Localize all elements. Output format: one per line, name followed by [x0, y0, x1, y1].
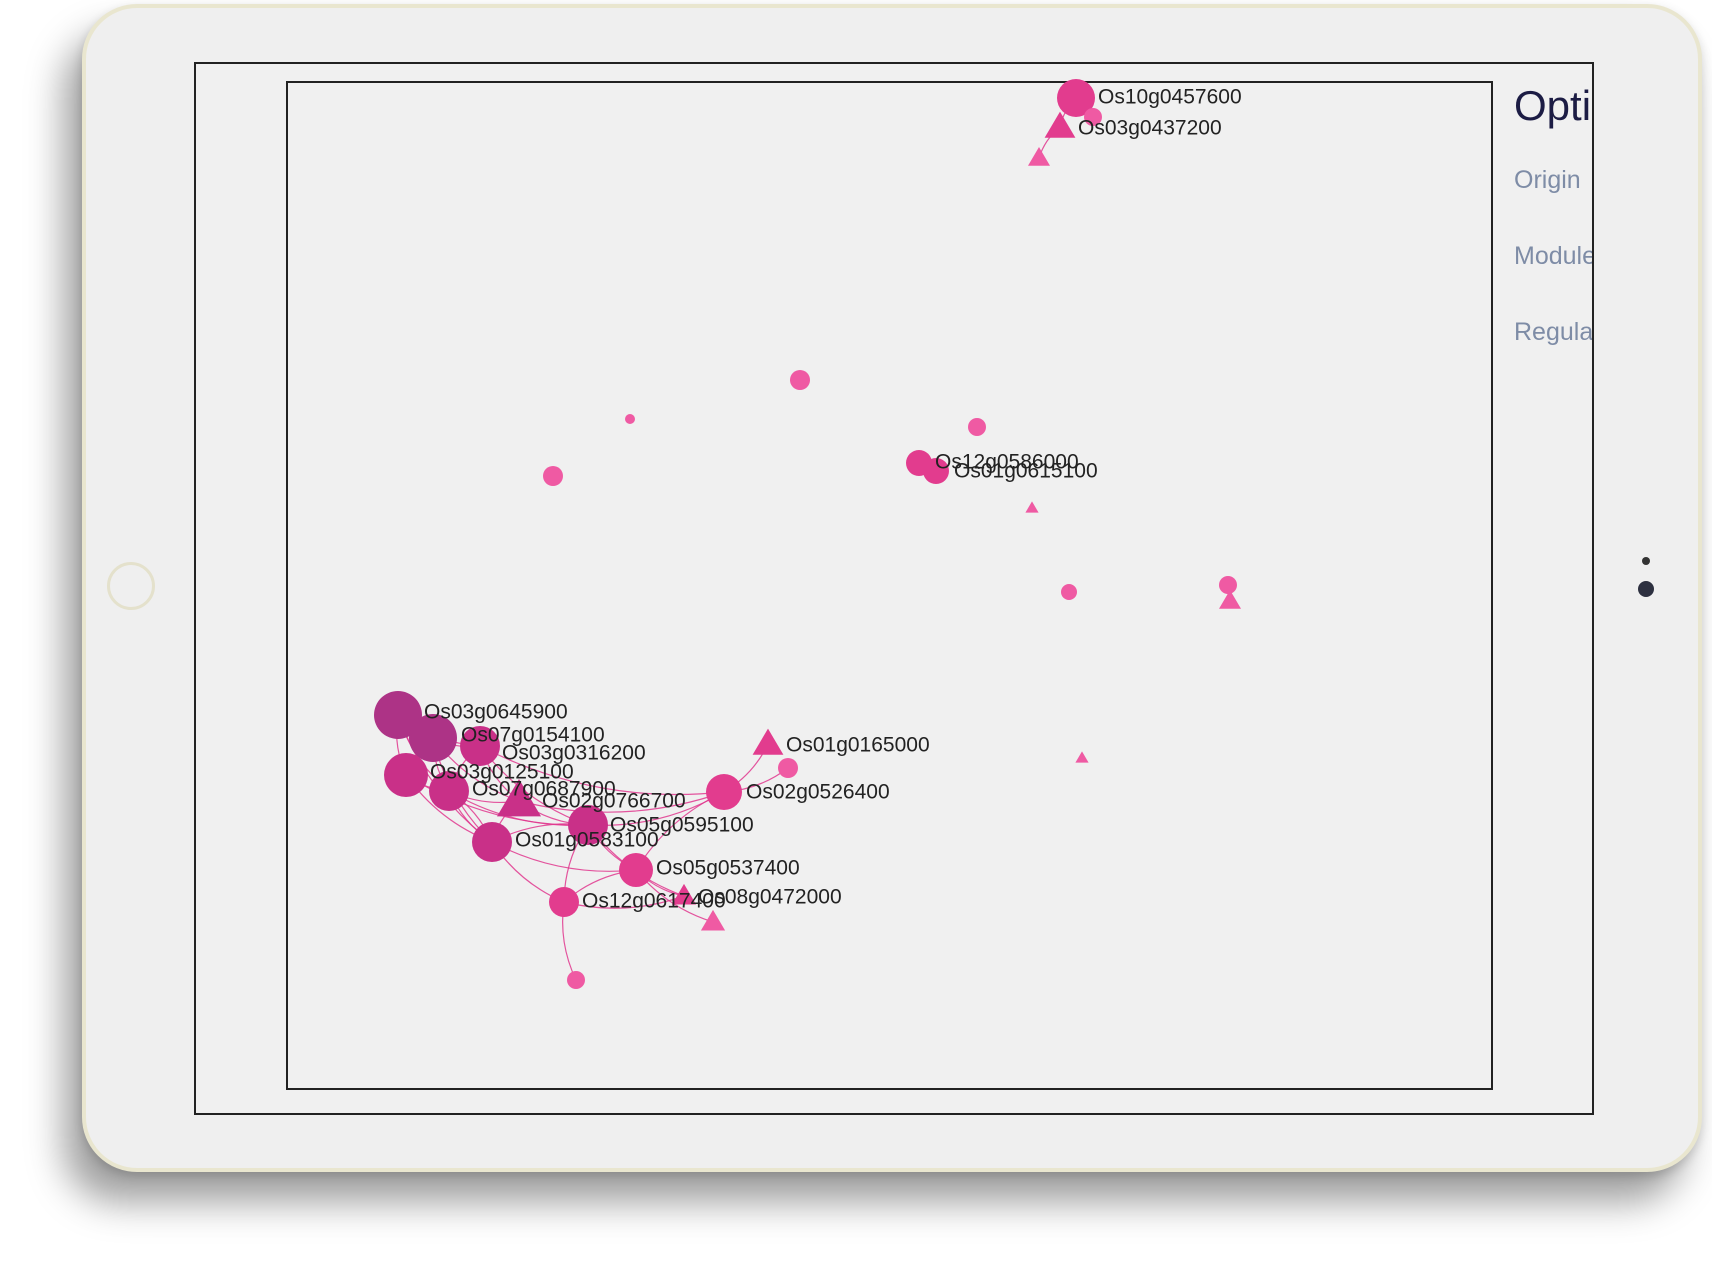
node-n11[interactable] [778, 758, 798, 778]
node-n20[interactable] [1028, 147, 1050, 166]
node-n15[interactable] [700, 909, 726, 931]
node-os03g0316200[interactable] [460, 726, 500, 766]
node-n26[interactable] [625, 414, 635, 424]
node-os03g0645900[interactable] [374, 691, 422, 739]
network-viewport[interactable] [286, 81, 1493, 1090]
node-n23[interactable] [968, 418, 986, 436]
node-n28[interactable] [1061, 584, 1077, 600]
camera-dot [1638, 581, 1654, 597]
node-label-os07g0687900: Os07g0687900 [472, 778, 616, 801]
node-os03g0125100[interactable] [384, 753, 428, 797]
node-n29[interactable] [1219, 576, 1237, 594]
node-os05g0595100[interactable] [568, 805, 608, 845]
node-os01g0615100[interactable] [923, 458, 949, 484]
option-regula[interactable]: Regula [1514, 318, 1594, 346]
node-label-os01g0583100: Os01g0583100 [515, 829, 659, 852]
node-os05g0537400[interactable] [619, 853, 653, 887]
node-os07g0154100[interactable] [409, 714, 457, 762]
node-label-os10g0457600: Os10g0457600 [1098, 86, 1242, 109]
node-label-os01g0615100: Os01g0615100 [954, 460, 1098, 483]
node-n27[interactable] [543, 466, 563, 486]
node-label-os08g0472000: Os08g0472000 [698, 886, 842, 909]
nodes-layer [374, 79, 1241, 989]
node-label-os01g0165000: Os01g0165000 [786, 734, 930, 757]
edge-n6-n9 [518, 791, 725, 813]
node-label-os07g0154100: Os07g0154100 [461, 724, 605, 747]
node-label-os05g0595100: Os05g0595100 [610, 814, 754, 837]
node-label-os03g0437200: Os03g0437200 [1078, 117, 1222, 140]
options-title: Opti [1514, 82, 1592, 129]
node-label-os03g0316200: Os03g0316200 [502, 742, 646, 765]
node-n30[interactable] [1219, 590, 1241, 609]
node-n16[interactable] [567, 971, 585, 989]
node-os10g0457600[interactable] [1057, 79, 1095, 117]
node-n25[interactable] [790, 370, 810, 390]
node-n31[interactable] [1075, 751, 1089, 763]
options-panel: Opti Origin Module Regula [1514, 64, 1594, 1113]
option-module[interactable]: Module [1514, 242, 1594, 270]
node-label-os12g0617400: Os12g0617400 [582, 890, 726, 913]
node-n19[interactable] [1084, 108, 1102, 126]
home-button[interactable] [107, 562, 155, 610]
node-label-os02g0766700: Os02g0766700 [542, 790, 686, 813]
node-os03g0437200[interactable] [1044, 111, 1076, 138]
node-label-os03g0645900: Os03g0645900 [424, 701, 568, 724]
node-os01g0583100[interactable] [472, 822, 512, 862]
node-label-os03g0125100: Os03g0125100 [430, 761, 574, 784]
node-os12g0617400[interactable] [549, 887, 579, 917]
edge-n3-n9 [479, 745, 725, 796]
node-label-os12g0586000: Os12g0586000 [935, 451, 1079, 474]
node-os01g0165000[interactable] [752, 728, 784, 755]
tablet-screen: Os03g0645900 Os07g0154100 Os03g0316200 Os03… [194, 62, 1594, 1115]
option-origin[interactable]: Origin [1514, 166, 1581, 194]
node-label-os05g0537400: Os05g0537400 [656, 857, 800, 880]
node-os02g0526400[interactable] [706, 774, 742, 810]
gene-network-graph[interactable]: Os03g0645900Os07g0154100Os03g0316200Os03… [196, 64, 1592, 1113]
node-label-os02g0526400: Os02g0526400 [746, 781, 890, 804]
node-os07g0687900[interactable] [429, 771, 469, 811]
node-os08g0472000[interactable] [671, 883, 697, 905]
node-n24[interactable] [1025, 501, 1039, 513]
sensor-dot [1642, 557, 1650, 565]
labels-layer: Os03g0645900Os07g0154100Os03g0316200Os03… [424, 86, 1242, 913]
node-os02g0766700[interactable] [497, 779, 541, 817]
